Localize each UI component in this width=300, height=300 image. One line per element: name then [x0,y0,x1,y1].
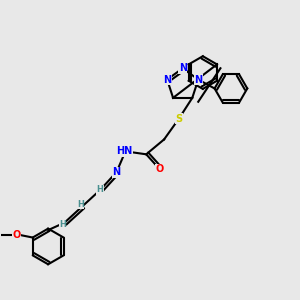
Text: H: H [97,185,104,194]
Text: HN: HN [116,146,132,156]
Text: N: N [112,167,121,177]
Text: O: O [12,230,20,240]
Text: S: S [176,114,182,124]
Text: N: N [163,75,171,85]
Text: N: N [194,75,202,85]
Text: O: O [155,164,164,174]
Text: H: H [59,220,66,229]
Text: N: N [178,63,187,73]
Text: H: H [77,200,84,209]
